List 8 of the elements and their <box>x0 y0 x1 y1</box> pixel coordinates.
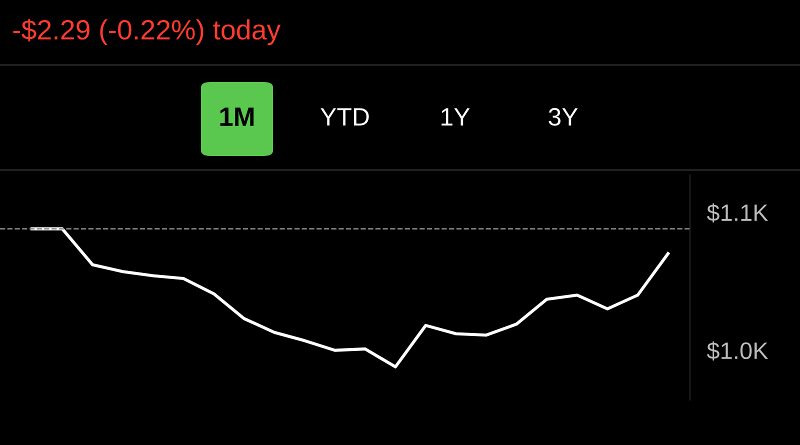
chart-title: -$2.29 (-0.22%) today <box>13 18 281 46</box>
text: 1Y <box>442 108 470 126</box>
line-series <box>30 227 670 368</box>
y-tick-label: $1.1K <box>706 203 768 222</box>
text: YTD <box>320 108 369 126</box>
text: 3Y <box>548 108 578 126</box>
y-tick-label: $1.0K <box>706 341 768 360</box>
text: 1M <box>220 108 254 126</box>
